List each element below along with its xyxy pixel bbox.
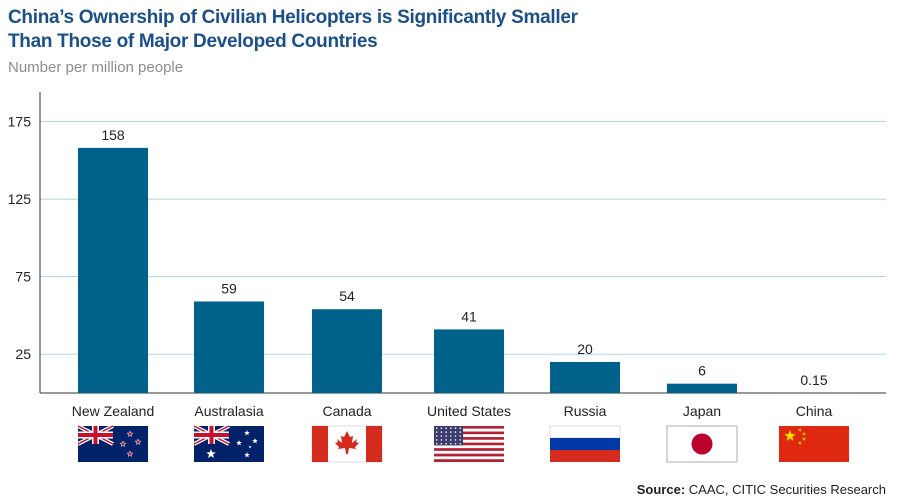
source-label: Source: bbox=[636, 482, 686, 497]
data-label: 0.15 bbox=[800, 372, 827, 388]
category-label: United States bbox=[427, 403, 511, 419]
bar bbox=[550, 361, 620, 393]
bar bbox=[667, 383, 737, 393]
china-flag bbox=[779, 426, 849, 462]
chart-title: China’s Ownership of Civilian Helicopter… bbox=[8, 6, 578, 54]
y-tick-label: 25 bbox=[15, 346, 31, 362]
y-tick-label: 125 bbox=[8, 191, 32, 207]
category-label: Japan bbox=[683, 403, 721, 419]
chart-title-line-1: China’s Ownership of Civilian Helicopter… bbox=[8, 7, 578, 28]
source-text: CAAC, CITIC Securities Research bbox=[685, 482, 886, 497]
bar bbox=[434, 329, 504, 393]
australia-flag bbox=[193, 424, 264, 462]
data-label: 158 bbox=[101, 127, 125, 143]
bar bbox=[78, 147, 148, 393]
new-zealand-flag bbox=[77, 424, 148, 462]
data-label: 59 bbox=[221, 280, 237, 296]
data-label: 20 bbox=[577, 341, 593, 357]
category-label: Australasia bbox=[194, 403, 263, 419]
bar bbox=[312, 309, 382, 393]
japan-flag bbox=[666, 425, 738, 463]
y-axis-label: Number per million people bbox=[8, 59, 184, 76]
data-label: 54 bbox=[339, 288, 355, 304]
y-tick-label: 75 bbox=[15, 269, 31, 285]
chart-title-line-2: Than Those of Major Developed Countries bbox=[8, 31, 378, 52]
category-label: China bbox=[796, 403, 833, 419]
category-label: Canada bbox=[322, 403, 371, 419]
data-label: 6 bbox=[698, 363, 706, 379]
y-tick-label: 175 bbox=[8, 114, 32, 130]
russia-flag bbox=[549, 425, 621, 462]
category-label: New Zealand bbox=[72, 403, 155, 419]
source-note: Source: CAAC, CITIC Securities Research bbox=[637, 482, 886, 497]
data-label: 41 bbox=[461, 308, 477, 324]
bar bbox=[194, 301, 264, 393]
canada-flag bbox=[311, 425, 383, 463]
category-label: Russia bbox=[564, 403, 607, 419]
united-states-flag bbox=[434, 426, 504, 462]
